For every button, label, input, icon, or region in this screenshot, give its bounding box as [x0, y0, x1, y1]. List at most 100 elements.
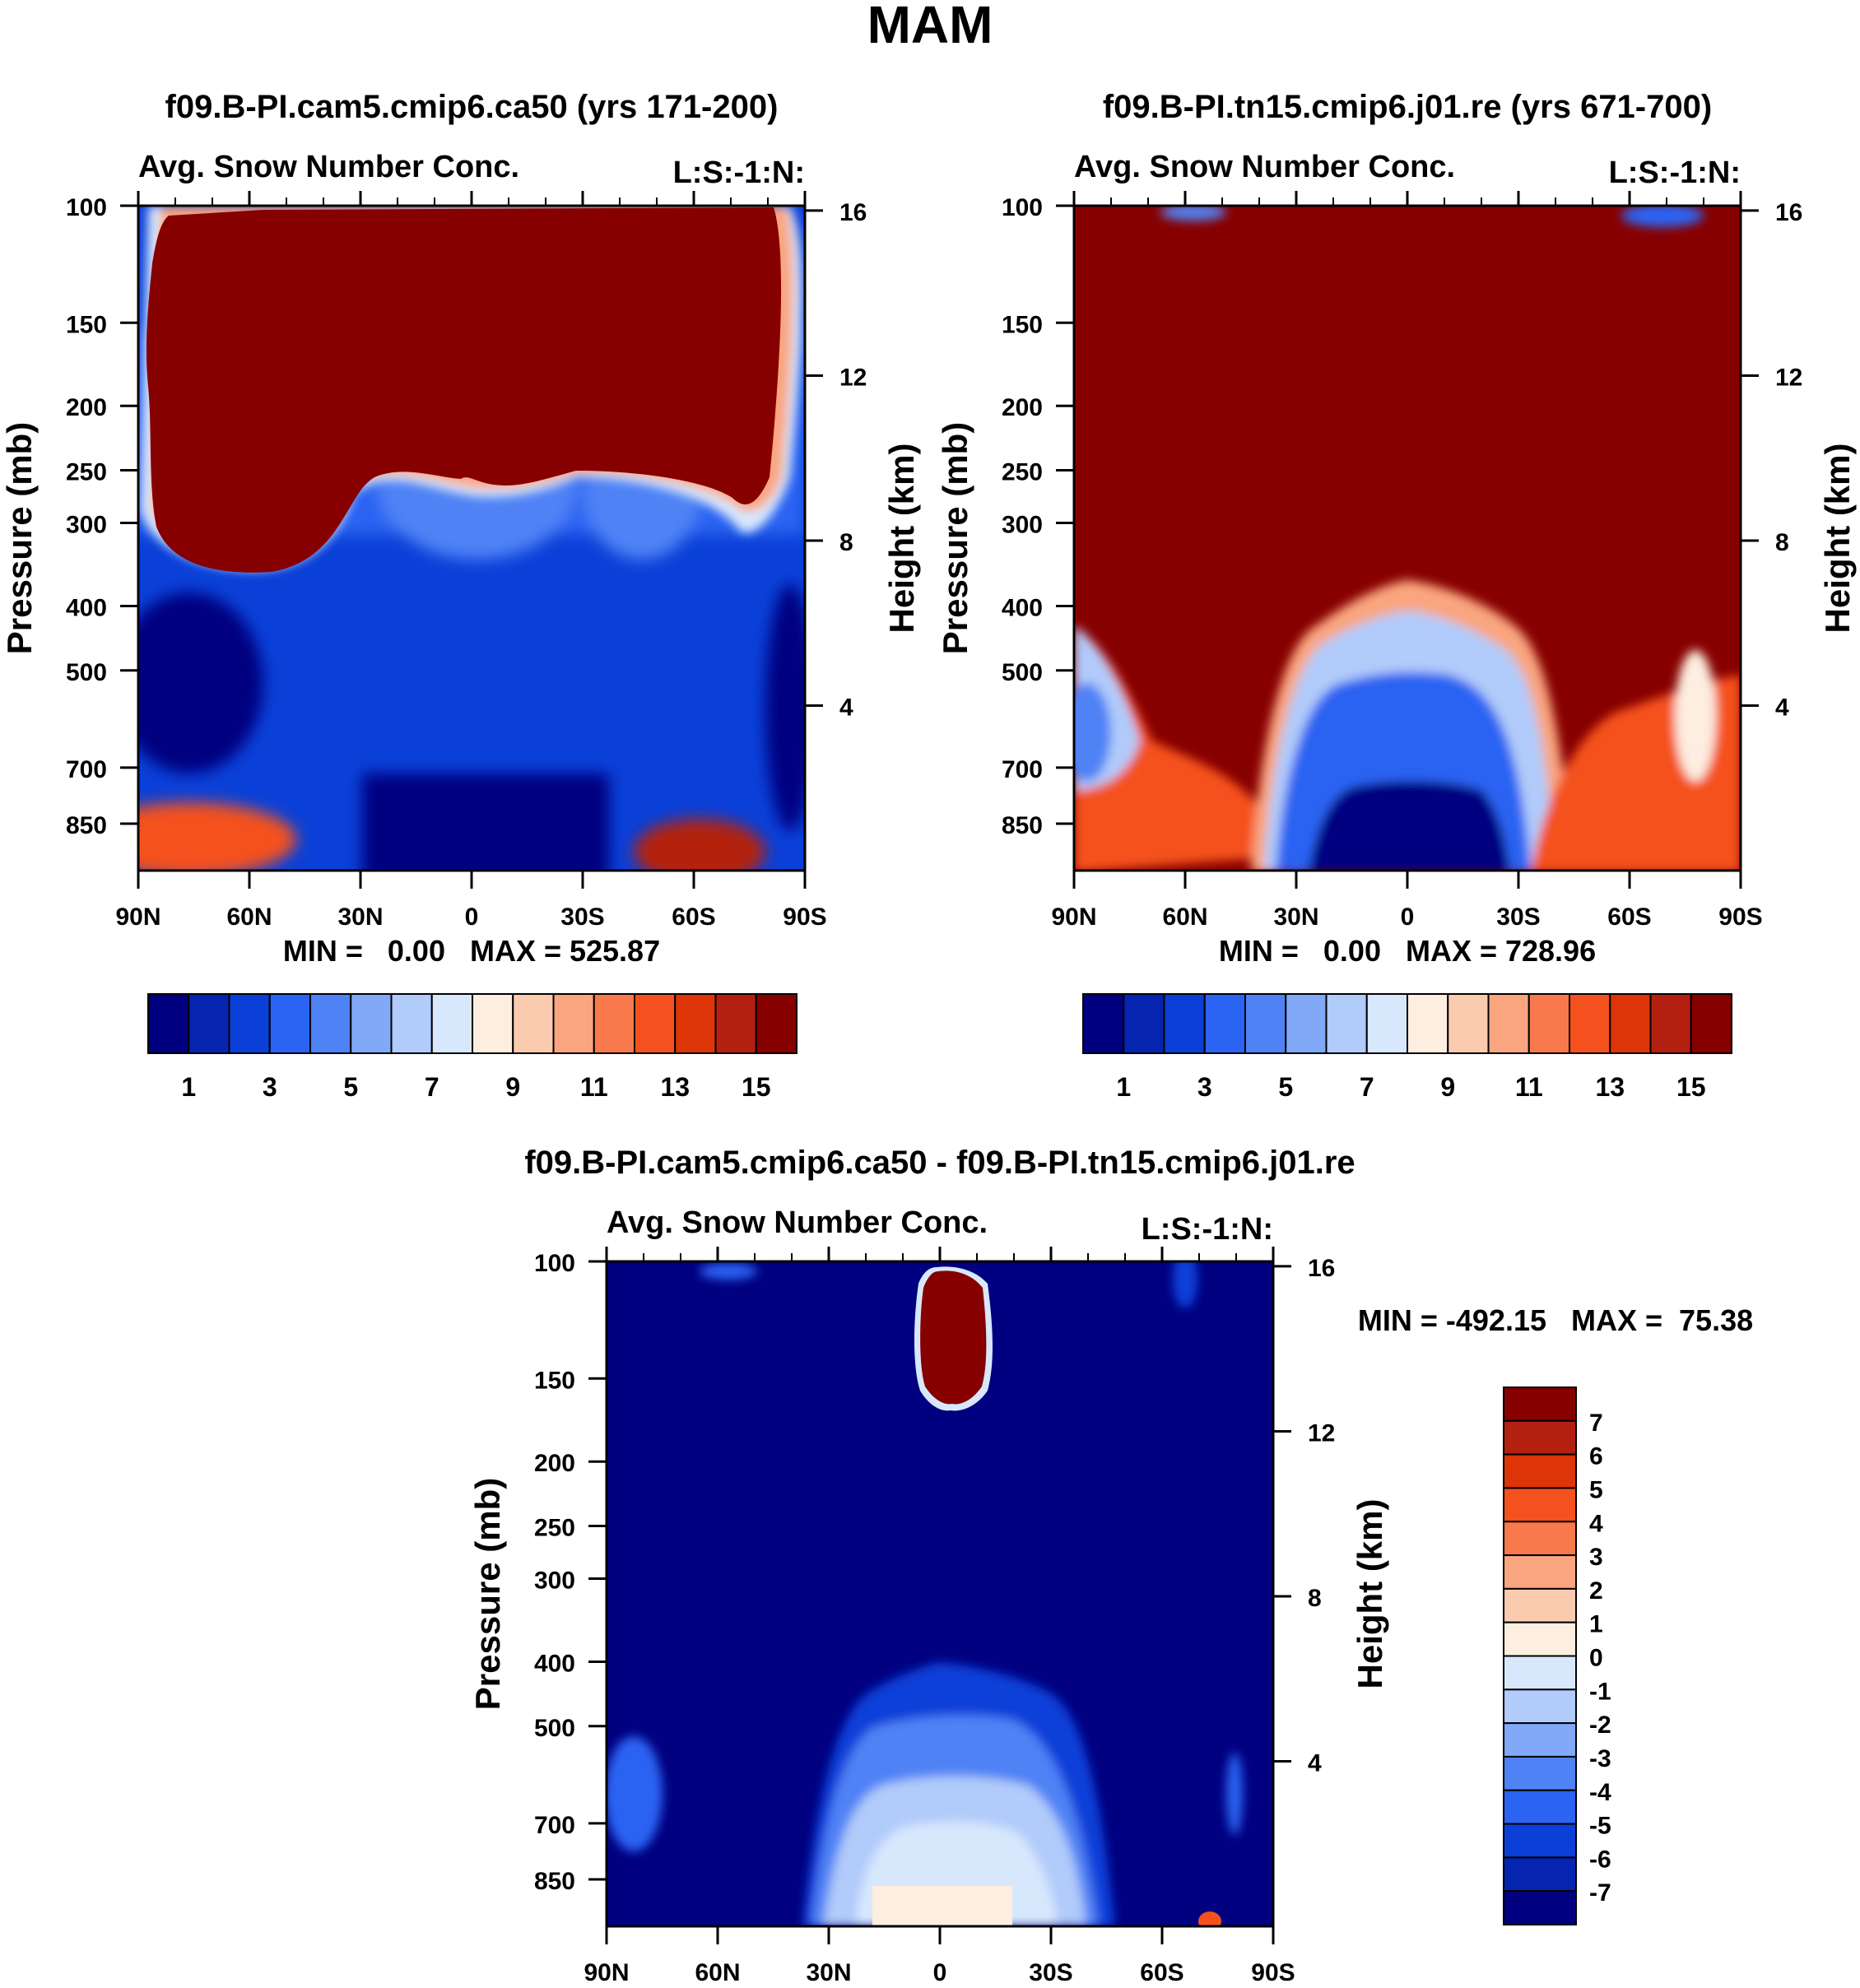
y-tick-label: 300: [66, 512, 107, 539]
x-tick-label: 30S: [560, 903, 604, 931]
x-tick-label: 30S: [1029, 1959, 1072, 1986]
colorbar-swatch: [390, 993, 433, 1054]
colorbar-label: 3: [263, 1072, 277, 1102]
y-tick-label: 150: [66, 311, 107, 338]
colorbar-swatch: [1503, 1521, 1577, 1557]
panel-difference: f09.B-PI.cam5.cmip6.ca50 - f09.B-PI.tn15…: [468, 1145, 1753, 1986]
y-tick-label: 700: [1002, 756, 1043, 783]
colorbar-label: 11: [1515, 1072, 1543, 1102]
y2-tick-label: 16: [1308, 1255, 1335, 1282]
colorbar-swatch: [1528, 993, 1570, 1054]
colorbar-swatch: [1503, 1789, 1577, 1825]
colorbar-label: -1: [1589, 1678, 1611, 1705]
colorbar-swatch: [1503, 1856, 1577, 1893]
panel-subtitle-left: Avg. Snow Number Conc.: [1074, 150, 1455, 184]
y-tick-label: 400: [66, 594, 107, 621]
y-tick-label: 100: [66, 194, 107, 221]
colorbar-swatch: [1503, 1587, 1577, 1623]
colorbar-swatch: [1503, 1419, 1577, 1456]
colorbar-swatch: [430, 993, 473, 1054]
colorbar-swatch: [188, 993, 230, 1054]
y2-tick-label: 12: [1308, 1419, 1335, 1447]
colorbar-swatch: [1203, 993, 1246, 1054]
y2-axis-label: Height (km): [1351, 1499, 1389, 1689]
colorbar-label: 15: [1676, 1072, 1706, 1102]
y2-axis-label: Height (km): [882, 444, 921, 634]
colorbar-swatch: [634, 993, 677, 1054]
colorbar-swatch: [1503, 1722, 1577, 1758]
y-tick-label: 300: [534, 1568, 575, 1595]
x-tick-label: 90S: [783, 903, 826, 931]
colorbar-swatch: [1487, 993, 1530, 1054]
x-tick-label: 90N: [115, 903, 160, 931]
colorbar-label: 3: [1197, 1072, 1212, 1102]
colorbar-label: 7: [1589, 1410, 1603, 1437]
x-tick-label: 90S: [1251, 1959, 1295, 1986]
y-tick-label: 250: [1002, 459, 1043, 486]
y2-tick-label: 8: [1775, 529, 1789, 556]
panel-subtitle-left: Avg. Snow Number Conc.: [138, 150, 519, 184]
colorbar-swatch: [268, 993, 311, 1054]
colorbar-label: 9: [505, 1072, 520, 1102]
y-tick-label: 500: [1002, 659, 1043, 686]
colorbar: 1 3 5 7 9 11 13 15: [1082, 993, 1732, 1102]
x-tick-label: 30N: [337, 903, 383, 931]
x-tick-label: 30N: [806, 1959, 851, 1986]
panel-subtitle-right: L:S:-1:N:: [1609, 156, 1741, 190]
colorbar-swatch: [1365, 993, 1408, 1054]
colorbar-swatch: [1503, 1688, 1577, 1725]
panel-title: f09.B-PI.cam5.cmip6.ca50 (yrs 171-200): [165, 89, 779, 125]
panel-subtitle-right: L:S:-1:N:: [673, 156, 805, 190]
x-tick-label: 90N: [1051, 903, 1096, 931]
colorbar-label: 1: [1589, 1611, 1603, 1638]
colorbar-swatch: [714, 993, 757, 1054]
figure-title: MAM: [867, 0, 993, 54]
colorbar-swatch: [309, 993, 352, 1054]
panel-stats: MIN = -492.15 MAX = 75.38: [1358, 1303, 1753, 1337]
colorbar-swatch: [1325, 993, 1368, 1054]
y-axis-label: Pressure (mb): [936, 422, 974, 654]
panel-tn15: f09.B-PI.tn15.cmip6.j01.re (yrs 671-700)…: [936, 89, 1857, 1102]
x-tick-label: 60S: [1140, 1959, 1183, 1986]
x-tick-label: 60N: [695, 1959, 740, 1986]
colorbar-swatch: [1503, 1554, 1577, 1590]
contour-field: [607, 1261, 1273, 1926]
colorbar-label: 5: [343, 1072, 358, 1102]
colorbar-label: 7: [1360, 1072, 1374, 1102]
colorbar-swatch: [1503, 1890, 1577, 1925]
axes-group: 100 150 200 250 300 400 500 700 850 16 12 8 4 90N 60N 3…: [534, 1247, 1335, 1986]
colorbar-label: 9: [1440, 1072, 1455, 1102]
colorbar-swatch: [472, 993, 514, 1054]
colorbar: 7 6 5 4 3 2 1 0 -1 -2 -3 -4 -5 -6 -7: [1503, 1386, 1611, 1925]
y-tick-label: 250: [66, 459, 107, 486]
y-tick-label: 850: [534, 1868, 575, 1895]
colorbar-swatch: [755, 993, 797, 1054]
y-tick-label: 250: [534, 1515, 575, 1542]
colorbar-label: 1: [1116, 1072, 1131, 1102]
colorbar-swatch: [1569, 993, 1611, 1054]
x-tick-label: 90S: [1718, 903, 1762, 931]
y2-tick-label: 4: [1775, 694, 1789, 721]
colorbar-swatch: [552, 993, 595, 1054]
x-tick-label: 30N: [1273, 903, 1318, 931]
colorbar-label: -7: [1589, 1879, 1611, 1907]
colorbar-swatch: [1244, 993, 1287, 1054]
colorbar-swatch: [1407, 993, 1449, 1054]
x-tick-label: 0: [933, 1959, 947, 1986]
y-tick-label: 400: [534, 1650, 575, 1677]
x-tick-label: 0: [1401, 903, 1415, 931]
colorbar-label: -6: [1589, 1846, 1611, 1873]
colorbar-swatch: [674, 993, 717, 1054]
x-tick-label: 0: [465, 903, 479, 931]
contour-field: [138, 206, 805, 871]
y-axis-label: Pressure (mb): [468, 1478, 507, 1710]
colorbar-label: 13: [1595, 1072, 1625, 1102]
panel-subtitle-right: L:S:-1:N:: [1142, 1212, 1273, 1247]
y2-axis-label: Height (km): [1818, 444, 1857, 634]
x-tick-label: 60S: [1607, 903, 1651, 931]
y2-tick-label: 4: [839, 694, 853, 721]
colorbar-swatch: [1690, 993, 1732, 1054]
colorbar-swatch: [593, 993, 635, 1054]
colorbar-swatch: [1447, 993, 1490, 1054]
